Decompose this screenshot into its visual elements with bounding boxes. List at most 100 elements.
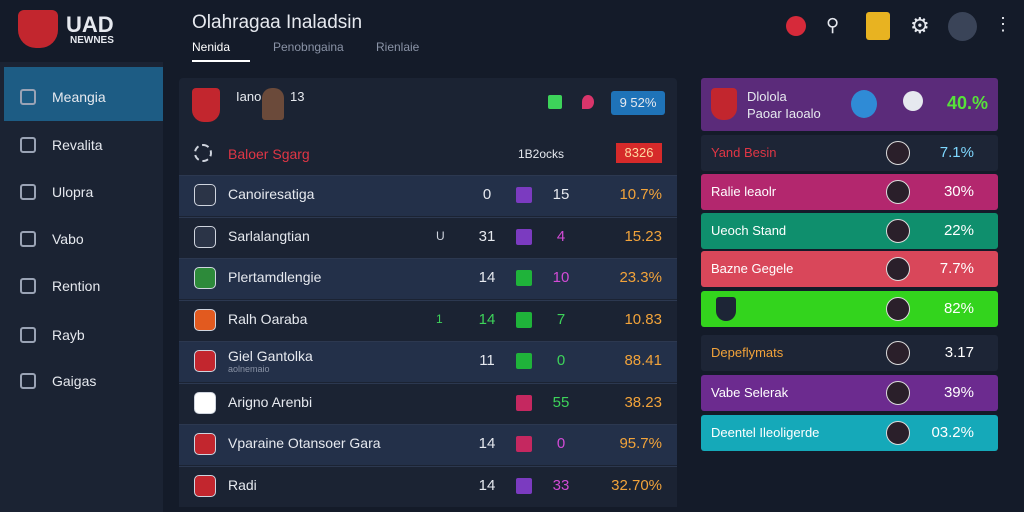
top-bar — [0, 0, 1024, 62]
row-badge — [516, 187, 532, 203]
row-a: 14 — [478, 310, 496, 328]
panel-icon — [886, 180, 910, 204]
row-badge — [516, 270, 532, 286]
sidebar-icon — [20, 327, 36, 343]
avatar[interactable] — [948, 12, 977, 41]
row-name: Vparaine Otansoer Gara — [228, 435, 381, 451]
row-logo — [194, 184, 216, 206]
panel-pct: 03.2% — [931, 424, 974, 441]
header-row — [179, 135, 677, 172]
logo-bottom: NEWNES — [70, 35, 114, 46]
alert-icon[interactable] — [786, 16, 806, 36]
row-a: 14 — [478, 435, 496, 452]
row-pct: 10.7% — [619, 186, 662, 203]
badge-icon[interactable] — [866, 12, 890, 40]
table-row — [179, 175, 677, 216]
pin-icon — [582, 95, 594, 109]
sidebar-icon — [20, 231, 36, 247]
sidebar-icon — [20, 373, 36, 389]
panel-pct: 3.17 — [944, 344, 974, 361]
panel-name: Ueoch Stand — [711, 223, 787, 238]
row-sub: aolnemaio — [228, 364, 270, 374]
panel-name: Depeflymats — [711, 345, 784, 360]
sidebar-icon — [20, 137, 36, 153]
settings-icon[interactable]: ⚙ — [910, 13, 930, 38]
sidebar-item[interactable]: Rayb — [52, 327, 85, 343]
sidebar-item[interactable]: Vabo — [52, 231, 84, 247]
header-name: Baloer Sgarg — [228, 146, 310, 162]
row-pct: 23.3% — [619, 269, 662, 286]
row-pct: 10.83 — [624, 310, 662, 328]
row-logo — [194, 225, 216, 248]
panel-row — [701, 291, 998, 327]
panel-pct: 22% — [943, 222, 974, 239]
panel-row — [701, 213, 998, 249]
team-logo — [192, 88, 220, 122]
sidebar-item[interactable]: Ulopra — [52, 184, 94, 200]
row-b: 55 — [552, 393, 570, 411]
panel-pct: 30% — [943, 183, 974, 200]
row-a: 31 — [478, 227, 496, 245]
sidebar-item[interactable]: Revalita — [52, 137, 103, 153]
panel-pct: 7.7% — [939, 260, 974, 277]
row-b: 4 — [556, 227, 566, 245]
panel-logo — [716, 297, 736, 321]
row-a: 0 — [482, 186, 492, 203]
row-pct: 38.23 — [624, 393, 662, 411]
panel-icon — [903, 91, 923, 111]
panel-icon — [886, 341, 910, 365]
header-column: 1B2ocks — [518, 147, 565, 161]
row-logo — [194, 391, 216, 414]
panel-icon — [886, 141, 910, 165]
panel-pct: 39% — [943, 384, 974, 401]
panel-row — [701, 135, 998, 171]
panel-line1: Dlolola — [747, 89, 787, 104]
row-b: 0 — [556, 435, 566, 452]
panel-row — [701, 375, 998, 411]
panel-name: Vabe Selerak — [711, 385, 789, 400]
row-badge — [516, 311, 532, 328]
table-row — [179, 424, 677, 465]
logo-top: UAD — [66, 12, 114, 37]
tab[interactable]: Rienlaie — [376, 40, 420, 54]
panel-name: Yand Besin — [711, 145, 777, 160]
table-row — [179, 299, 677, 341]
panel-name: Bazne Gegele — [711, 261, 794, 276]
row-b: 0 — [556, 352, 566, 369]
row-a: 11 — [479, 352, 495, 369]
sidebar-item[interactable]: Rention — [52, 278, 101, 294]
page-title: Olahragaa Inaladsin — [192, 12, 363, 33]
tab[interactable]: Penobngaina — [273, 40, 344, 54]
row-name: Giel Gantolka — [228, 348, 313, 364]
player-number: 13 — [290, 89, 305, 104]
sidebar-item[interactable]: Gaigas — [52, 373, 97, 389]
row-logo — [194, 308, 216, 331]
row-logo — [194, 350, 216, 372]
tab[interactable]: Nenida — [192, 40, 231, 54]
row-logo — [194, 267, 216, 289]
row-pct: 95.7% — [619, 435, 662, 452]
panel-pct: 7.1% — [939, 144, 974, 161]
panel-pct: 40.% — [946, 93, 988, 113]
table-row — [179, 382, 677, 424]
sidebar-item[interactable]: Meangia — [52, 89, 106, 105]
row-logo — [194, 433, 216, 455]
row-pct: 15.23 — [624, 227, 662, 245]
row-badge — [516, 228, 532, 245]
row-badge — [516, 353, 532, 369]
sidebar-icon — [20, 184, 36, 200]
row-logo — [194, 474, 216, 497]
table-row — [179, 341, 677, 382]
row-name: Arigno Arenbi — [228, 393, 313, 410]
row-b: 10 — [552, 269, 570, 286]
panel-pct: 82% — [943, 300, 974, 317]
table-row — [179, 258, 677, 299]
panel-icon — [886, 257, 910, 281]
top-badge: 9 52% — [611, 91, 665, 115]
search-icon[interactable]: ⚲ — [826, 15, 840, 35]
row-name: Plertamdlengie — [228, 269, 322, 285]
menu-icon[interactable]: ⋮ — [994, 14, 1012, 34]
row-a: 14 — [478, 269, 496, 286]
row-b: 15 — [552, 186, 570, 203]
